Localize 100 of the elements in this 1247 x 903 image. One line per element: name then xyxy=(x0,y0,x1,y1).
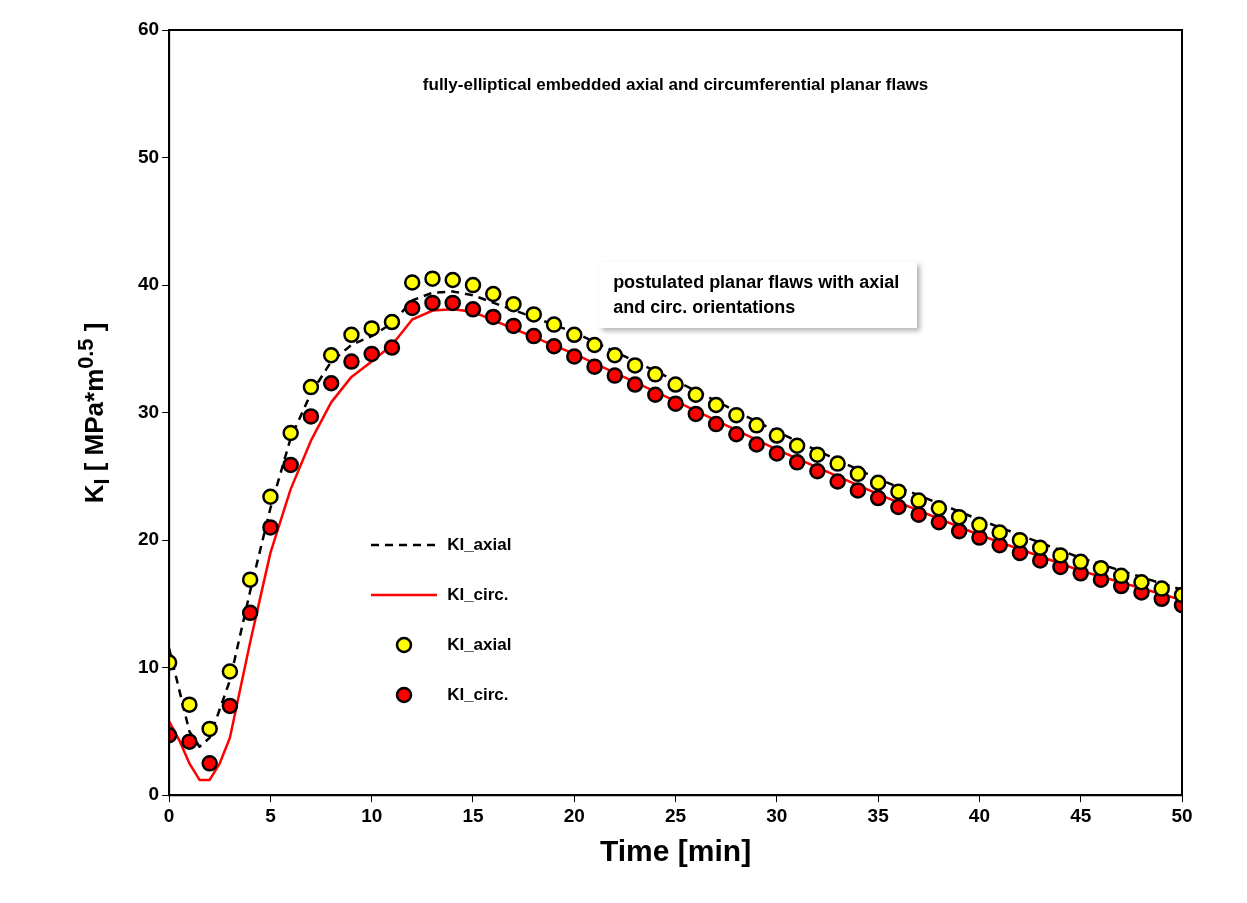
point xyxy=(869,489,887,507)
point xyxy=(464,301,482,318)
point xyxy=(1133,573,1150,591)
point xyxy=(302,408,320,425)
point xyxy=(910,506,927,523)
point xyxy=(748,436,765,453)
point xyxy=(930,514,948,531)
x-tick-label: 50 xyxy=(1171,804,1193,826)
x-axis-title: Time [min] xyxy=(600,834,752,868)
point xyxy=(221,663,239,680)
point xyxy=(768,445,786,462)
x-tick-label: 30 xyxy=(766,804,788,826)
point xyxy=(262,519,279,536)
point xyxy=(768,427,786,444)
x-tick-label: 5 xyxy=(265,804,277,826)
y-tick-label: 60 xyxy=(137,18,160,40)
legend-label: KI_circ. xyxy=(447,585,509,605)
x-tick-label: 40 xyxy=(968,804,990,826)
point xyxy=(383,339,401,356)
point xyxy=(849,465,867,483)
point xyxy=(829,473,846,490)
x-tick-label: 0 xyxy=(163,804,175,826)
legend-label: KI_circ. xyxy=(447,685,509,705)
point xyxy=(181,696,198,713)
point xyxy=(505,295,522,313)
point xyxy=(647,366,664,383)
point xyxy=(1092,559,1110,577)
point xyxy=(788,437,806,455)
point xyxy=(363,320,380,337)
point xyxy=(485,308,502,326)
legend-label: KI_axial xyxy=(447,635,512,655)
point xyxy=(890,483,907,500)
x-tick-label: 25 xyxy=(665,804,687,826)
point xyxy=(181,733,198,750)
point xyxy=(1072,553,1089,571)
point xyxy=(910,492,927,509)
point xyxy=(606,346,624,364)
point xyxy=(748,417,765,434)
x-tick-label: 20 xyxy=(563,804,585,826)
point xyxy=(849,482,867,499)
text: fully-elliptical embedded axial and circumferential planar flaws xyxy=(422,75,929,95)
point xyxy=(788,454,806,471)
point xyxy=(1052,547,1069,564)
point xyxy=(667,376,684,393)
point xyxy=(809,463,826,480)
point xyxy=(424,270,441,287)
point xyxy=(707,415,725,433)
y-tick-label: 0 xyxy=(148,783,160,805)
point xyxy=(950,508,968,526)
point xyxy=(890,498,907,516)
x-tick-label: 45 xyxy=(1070,804,1092,826)
point xyxy=(241,604,259,622)
point xyxy=(403,274,421,291)
x-tick-label: 15 xyxy=(462,804,484,826)
y-tick-label: 20 xyxy=(137,528,160,550)
point xyxy=(667,395,684,412)
point xyxy=(545,316,563,333)
point xyxy=(728,406,745,424)
point xyxy=(201,755,218,772)
point xyxy=(950,522,968,540)
point xyxy=(869,474,887,491)
y-tick-label: 50 xyxy=(137,145,160,167)
point xyxy=(403,299,421,317)
point xyxy=(444,294,461,312)
point xyxy=(525,306,543,323)
point xyxy=(626,376,644,393)
point xyxy=(302,378,320,396)
point xyxy=(930,500,948,517)
point xyxy=(505,317,522,335)
point xyxy=(626,357,644,374)
point xyxy=(1011,531,1029,549)
point xyxy=(586,336,603,354)
point xyxy=(201,720,218,738)
point xyxy=(707,396,725,414)
point xyxy=(262,488,279,506)
point xyxy=(241,571,259,588)
point xyxy=(322,346,340,364)
point xyxy=(647,386,664,403)
point xyxy=(687,405,705,423)
point xyxy=(221,697,239,715)
point xyxy=(829,455,846,472)
point xyxy=(282,424,299,442)
point xyxy=(1031,539,1049,557)
point xyxy=(687,386,705,403)
point xyxy=(343,326,360,344)
x-tick-label: 10 xyxy=(361,804,383,826)
point xyxy=(444,271,461,289)
point xyxy=(525,327,543,345)
point xyxy=(606,367,624,384)
point xyxy=(343,353,360,370)
point xyxy=(485,285,502,303)
legend-label: KI_axial xyxy=(447,535,512,555)
point xyxy=(383,313,401,331)
point xyxy=(971,516,988,534)
point xyxy=(809,446,826,463)
text-box: postulated planar flaws with axial and circ. orientations xyxy=(599,262,918,329)
point xyxy=(728,426,745,443)
point xyxy=(363,345,380,363)
point xyxy=(322,375,340,392)
x-tick-label: 35 xyxy=(867,804,890,826)
